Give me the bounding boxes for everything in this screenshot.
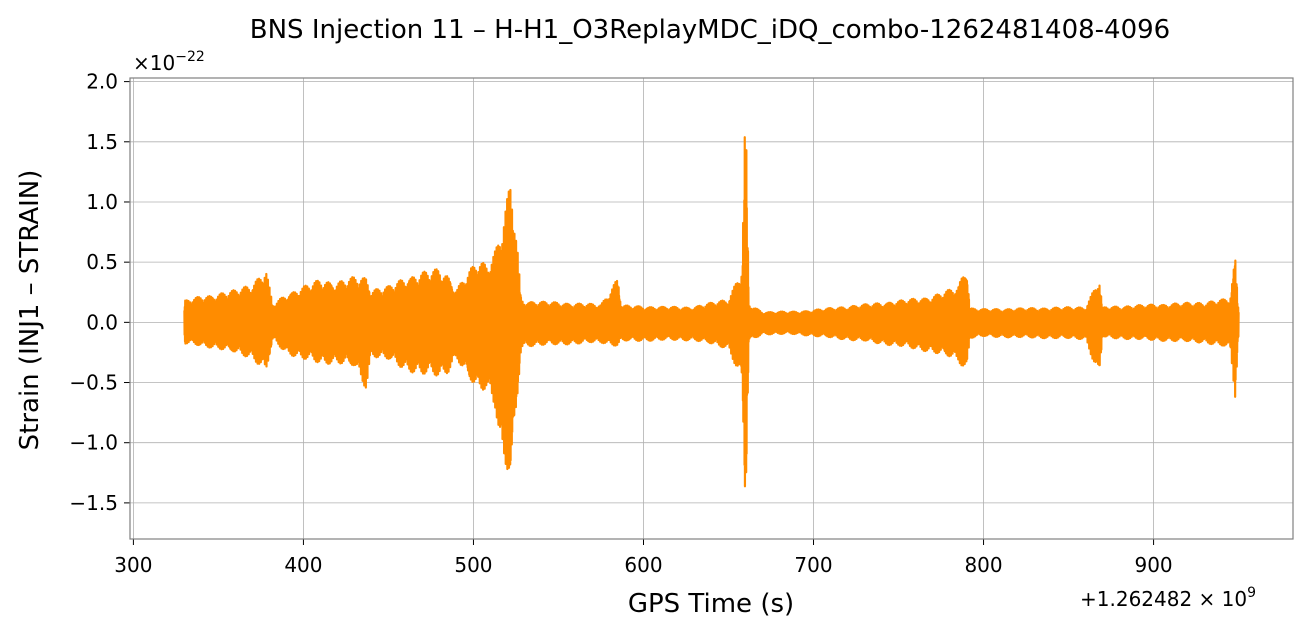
x-tick-label: 800 xyxy=(964,553,1002,577)
y-tick-label: 1.0 xyxy=(86,190,118,214)
x-tick-label: 300 xyxy=(114,553,152,577)
x-tick-label: 600 xyxy=(624,553,662,577)
y-tick-labels: −1.5 −1.0 −0.5 0.0 0.5 1.0 1.5 2.0 xyxy=(69,70,118,515)
strain-signal xyxy=(183,136,1240,488)
plot-frame xyxy=(129,77,1294,540)
series-layer xyxy=(183,136,1240,488)
x-tick-label: 900 xyxy=(1134,553,1172,577)
y-tick-label: 0.5 xyxy=(86,250,118,274)
y-tick-label: −1.5 xyxy=(69,491,118,515)
y-scale-factor: ×10−22 xyxy=(133,49,205,75)
x-offset-label: +1.262482 × 109 xyxy=(1080,585,1256,611)
chart-title: BNS Injection 11 – H-H1_O3ReplayMDC_iDQ_… xyxy=(250,15,1170,45)
x-tick-label: 700 xyxy=(794,553,832,577)
y-axis-label: Strain (INJ1 – STRAIN) xyxy=(15,170,45,451)
y-tick-label: −1.0 xyxy=(69,431,118,455)
x-tick-label: 500 xyxy=(454,553,492,577)
y-tick-label: 0.0 xyxy=(86,310,118,334)
x-tick-label: 400 xyxy=(284,553,322,577)
y-tick-label: 1.5 xyxy=(86,130,118,154)
y-tick-label: 2.0 xyxy=(86,70,118,94)
y-tick-label: −0.5 xyxy=(69,371,118,395)
axes xyxy=(124,77,1294,545)
x-tick-labels: 300 400 500 600 700 800 900 xyxy=(114,553,1172,577)
x-axis-label: GPS Time (s) xyxy=(628,589,794,619)
